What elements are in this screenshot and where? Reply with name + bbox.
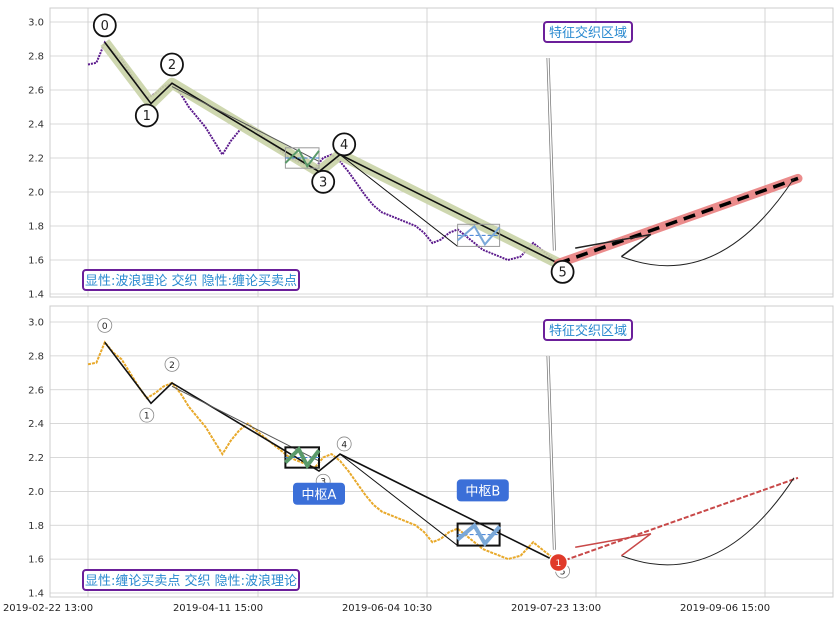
y-tick-label: 1.8 bbox=[28, 521, 44, 532]
bottom-panel: 1.4 1.6 1.8 2.0 2.2 2.4 2.6 2.8 3.0 0 1 2 3 4 5 特征交织区域显… bbox=[3, 305, 834, 614]
wave-path bbox=[104, 341, 559, 564]
wave-label-circle bbox=[134, 103, 159, 128]
wave-label-circle bbox=[336, 436, 352, 452]
zhongshu-zigzag bbox=[284, 446, 321, 470]
y-tick-label: 2.0 bbox=[28, 487, 44, 498]
wave-label-circle bbox=[550, 259, 575, 284]
y-tick-label: 2.4 bbox=[28, 120, 44, 131]
wave-label: 3 bbox=[319, 175, 327, 190]
y-tick-label: 2.4 bbox=[28, 419, 44, 430]
x-tick-label: 2019-09-06 15:00 bbox=[680, 603, 770, 614]
wave-label-circle bbox=[92, 13, 117, 38]
wave-label-circle bbox=[311, 169, 336, 194]
y-tick-label: 2.8 bbox=[28, 351, 44, 362]
wave-label: 2 bbox=[168, 58, 176, 73]
x-tick-label: 2019-04-11 15:00 bbox=[173, 603, 263, 614]
forecast-line bbox=[558, 476, 799, 564]
zhongshu-zigzag bbox=[456, 522, 502, 548]
wave-label-circle bbox=[97, 317, 113, 333]
forecast-triangle bbox=[575, 233, 652, 258]
top-panel: 1.4 1.6 1.8 2.0 2.2 2.4 2.6 2.8 3.0 0 1 2 3 4 5 特征交织区域显… bbox=[28, 7, 834, 301]
forecast-triangle bbox=[575, 532, 652, 557]
y-tick-label: 1.6 bbox=[28, 555, 44, 566]
zhongshu-label-box bbox=[456, 479, 509, 502]
wave-label: 0 bbox=[101, 19, 109, 34]
zhongshu-label: 中枢A bbox=[302, 488, 337, 503]
wave-label-circle bbox=[164, 356, 180, 372]
wave-label: 1 bbox=[144, 412, 150, 422]
forecast-line bbox=[557, 176, 799, 266]
y-tick-label: 2.2 bbox=[28, 154, 44, 165]
forecast-arc bbox=[621, 477, 795, 566]
annotation-text: 特征交织区域 bbox=[549, 323, 627, 339]
wave-label: 1 bbox=[143, 109, 151, 124]
legend-box bbox=[82, 269, 300, 291]
y-tick-label: 1.8 bbox=[28, 222, 44, 233]
zhongshu-label: 中枢B bbox=[465, 484, 500, 499]
wave-label-circle bbox=[332, 132, 357, 157]
y-tick-label: 3.0 bbox=[28, 18, 44, 29]
wave-label: 4 bbox=[340, 138, 348, 153]
y-tick-label: 2.0 bbox=[28, 188, 44, 199]
wave-label: 0 bbox=[102, 322, 108, 332]
x-tick-label: 2019-02-22 13:00 bbox=[3, 603, 93, 614]
wave-label: 3 bbox=[320, 478, 326, 488]
x-tick-label: 2019-06-04 10:30 bbox=[342, 603, 432, 614]
y-tick-label: 1.4 bbox=[28, 589, 44, 600]
annotation-arrow-inner bbox=[547, 57, 556, 251]
zhongshu-label-box bbox=[293, 482, 345, 505]
buy-point-marker bbox=[548, 552, 569, 573]
y-tick-label: 2.2 bbox=[28, 453, 44, 464]
legend-text: 显性:缠论买卖点 交织 隐性:波浪理论 bbox=[85, 573, 297, 589]
annotation-box bbox=[543, 21, 633, 43]
wave-label: 5 bbox=[560, 567, 566, 577]
zhongshu-zigzag bbox=[284, 148, 320, 169]
wave-label: 5 bbox=[558, 265, 566, 280]
plot-area bbox=[49, 305, 834, 598]
inner-trend-line bbox=[339, 154, 458, 247]
wave-path bbox=[104, 41, 559, 265]
wave-label-circle bbox=[139, 407, 155, 423]
y-tick-label: 2.8 bbox=[28, 52, 44, 63]
wave-label: 2 bbox=[169, 361, 175, 371]
parallel-line bbox=[171, 86, 320, 162]
annotation-arrow-inner bbox=[547, 355, 556, 550]
zhongshu-zigzag bbox=[456, 224, 501, 247]
inner-trend-line bbox=[339, 453, 458, 546]
parallel-line bbox=[171, 385, 320, 462]
annotation-text: 特征交织区域 bbox=[549, 25, 627, 41]
wave-label: 4 bbox=[341, 440, 347, 450]
y-tick-label: 1.6 bbox=[28, 256, 44, 267]
wave-label-circle bbox=[160, 52, 184, 77]
plot-area bbox=[49, 7, 834, 298]
forecast-arc bbox=[621, 178, 795, 267]
legend-text: 显性:波浪理论 交织 隐性:缠论买卖点 bbox=[85, 273, 297, 289]
annotation-box bbox=[543, 319, 633, 341]
x-tick-label: 2019-07-23 13:00 bbox=[511, 603, 601, 614]
y-tick-label: 3.0 bbox=[28, 318, 44, 329]
y-tick-label: 1.4 bbox=[28, 290, 44, 301]
y-tick-label: 2.6 bbox=[28, 385, 44, 396]
y-tick-label: 2.6 bbox=[28, 86, 44, 97]
buy-point-label: 1 bbox=[556, 559, 562, 569]
legend-box bbox=[82, 569, 300, 591]
